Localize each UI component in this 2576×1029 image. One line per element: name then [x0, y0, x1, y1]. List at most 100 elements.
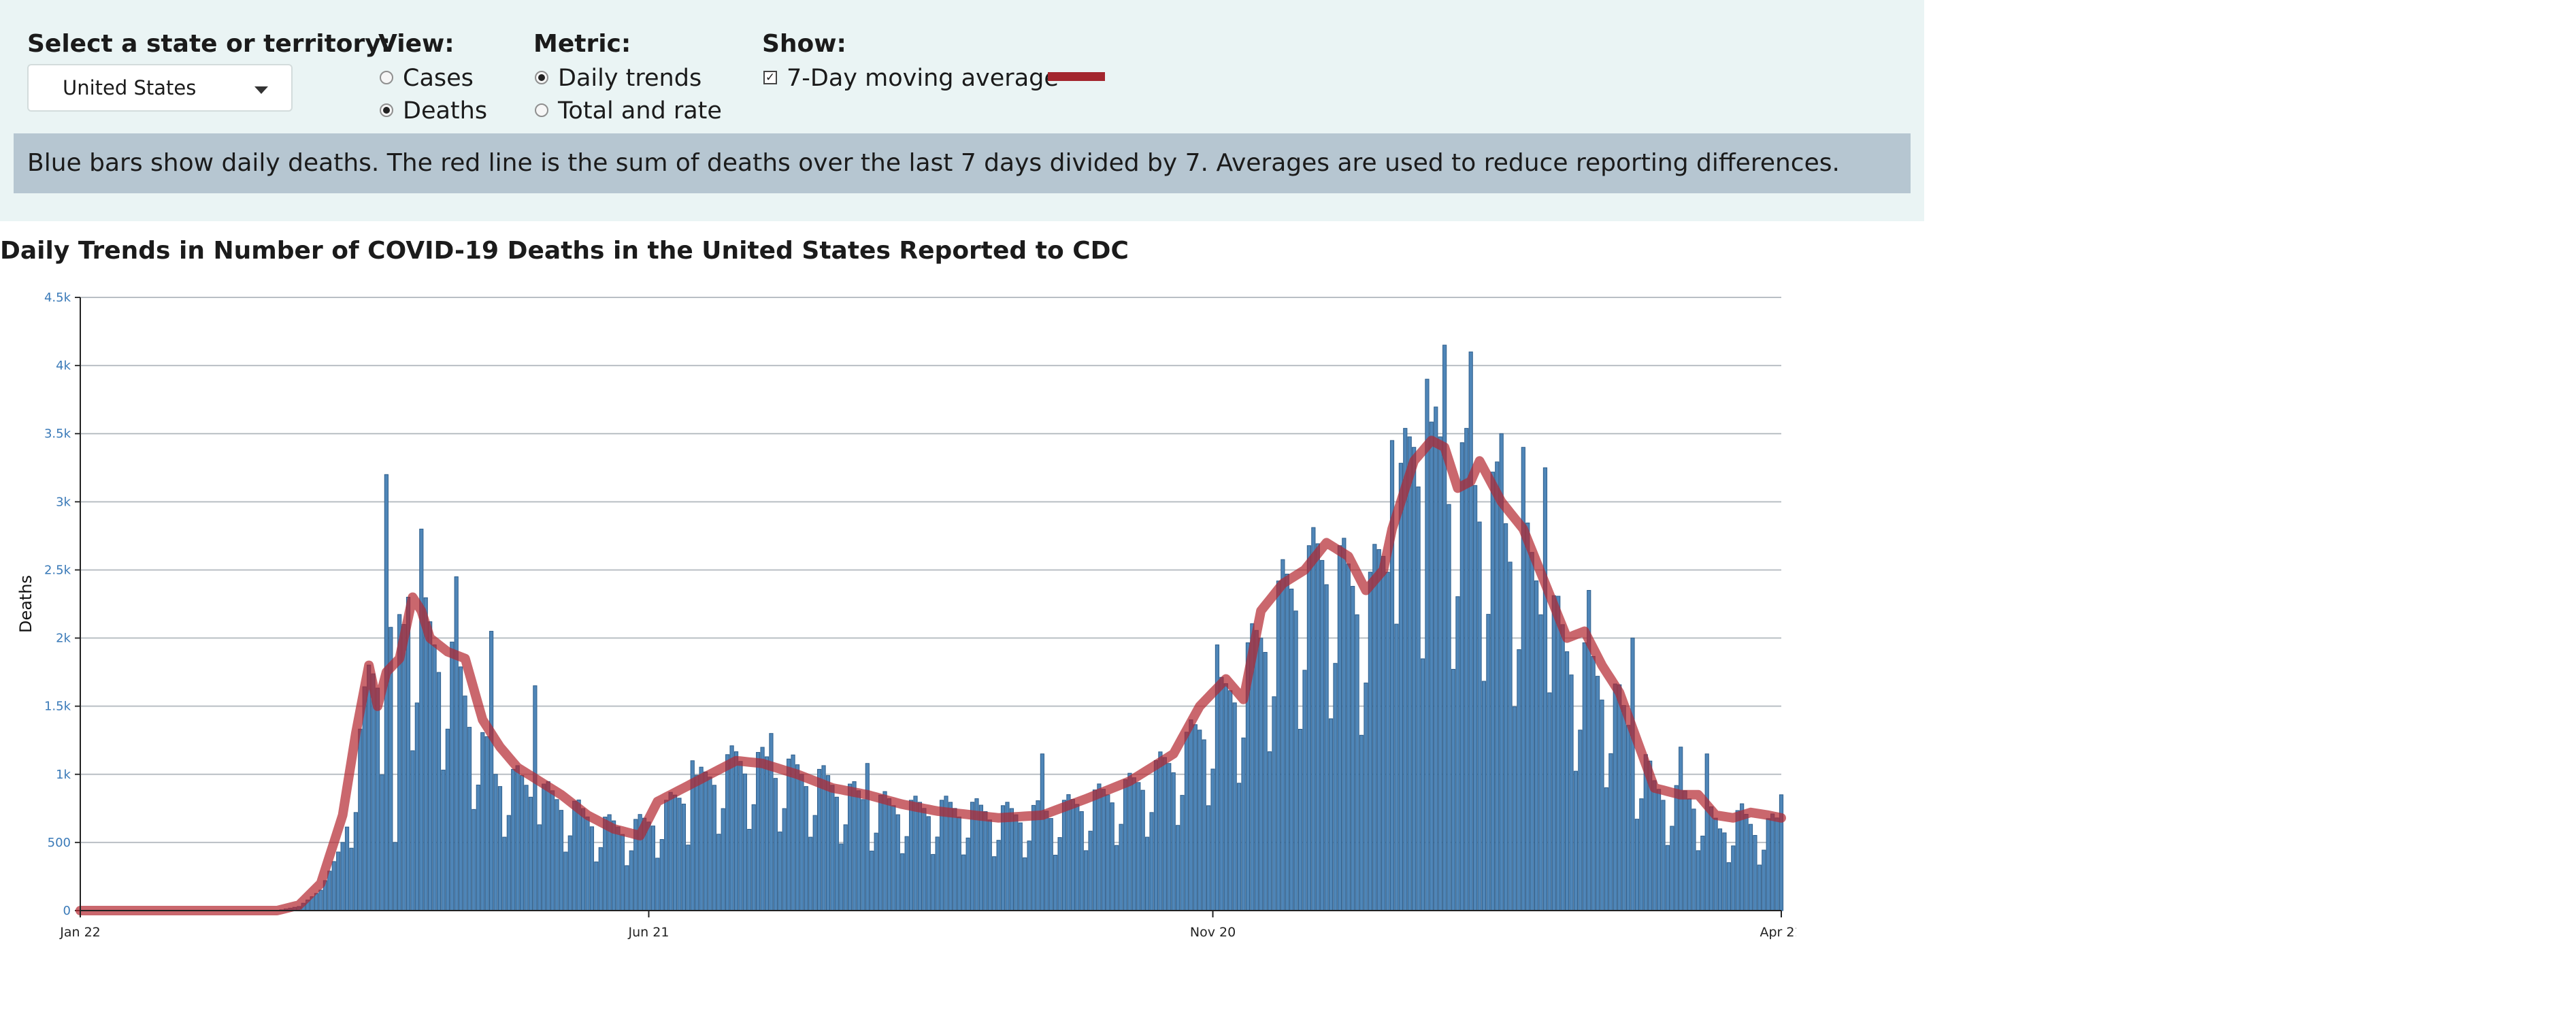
daily-deaths-bar: [1210, 768, 1215, 911]
daily-deaths-bar: [537, 824, 542, 911]
daily-deaths-bar: [1534, 580, 1539, 911]
daily-deaths-bar: [515, 765, 520, 911]
daily-deaths-bar: [1713, 817, 1718, 911]
daily-deaths-bar: [1770, 813, 1775, 911]
daily-deaths-bar: [1538, 614, 1543, 911]
daily-deaths-bar: [550, 790, 555, 911]
daily-deaths-bar: [795, 764, 800, 911]
daily-deaths-bar: [1748, 823, 1753, 911]
daily-deaths-bar: [1223, 683, 1228, 911]
x-tick-label: Jun 21: [628, 925, 670, 940]
daily-deaths-bar: [1127, 772, 1132, 911]
daily-deaths-bar: [340, 842, 345, 911]
state-select[interactable]: United States: [27, 64, 293, 112]
daily-deaths-bar: [1407, 436, 1412, 911]
daily-deaths-bar: [1394, 623, 1399, 911]
daily-deaths-bar: [887, 798, 892, 911]
daily-deaths-bar: [1140, 789, 1145, 911]
daily-deaths-bar: [1066, 794, 1071, 911]
daily-deaths-bar: [1171, 772, 1176, 911]
daily-deaths-bar: [747, 829, 752, 911]
daily-deaths-bar: [1198, 730, 1202, 911]
daily-deaths-bar: [1311, 527, 1316, 911]
y-tick-label: 0: [63, 904, 71, 918]
metric-group: Metric:: [533, 29, 631, 60]
daily-deaths-bar: [725, 754, 730, 911]
daily-deaths-bar: [1744, 814, 1749, 911]
daily-deaths-bar: [721, 808, 725, 911]
daily-deaths-bar: [729, 745, 734, 911]
daily-deaths-bar: [782, 808, 787, 911]
daily-deaths-bar: [1088, 830, 1093, 911]
daily-deaths-bar: [1687, 798, 1692, 911]
state-selector-label: Select a state or territory:: [27, 30, 391, 58]
daily-deaths-bar: [1061, 800, 1067, 911]
daily-deaths-bar: [1136, 782, 1141, 911]
daily-deaths-bar: [1709, 806, 1714, 911]
daily-deaths-bar: [1145, 836, 1150, 911]
moving-average-line: [76, 436, 1786, 915]
daily-deaths-bar: [646, 821, 651, 911]
daily-deaths-bar: [891, 805, 896, 911]
daily-deaths-bar: [1521, 446, 1525, 911]
daily-deaths-bar: [533, 685, 538, 911]
daily-deaths-bar: [939, 800, 944, 911]
daily-deaths-bar: [1542, 467, 1548, 911]
controls-panel: Select a state or territory: United Stat…: [0, 0, 1924, 221]
daily-deaths-bar: [1600, 700, 1604, 911]
daily-deaths-bar: [865, 763, 870, 911]
daily-deaths-bar: [1040, 753, 1044, 911]
daily-deaths-bar: [1700, 835, 1705, 911]
daily-deaths-bar: [1176, 825, 1180, 911]
radio-icon: [380, 71, 393, 84]
daily-deaths-bar: [542, 783, 546, 911]
daily-deaths-bar: [1530, 552, 1534, 911]
daily-deaths-bar: [563, 851, 568, 911]
daily-deaths-bar: [1455, 596, 1460, 911]
daily-deaths-bar: [1219, 676, 1224, 911]
daily-deaths-bar: [1023, 857, 1027, 911]
daily-deaths-bar: [472, 808, 476, 911]
view-group: View:: [378, 29, 455, 60]
daily-deaths-bar: [1289, 588, 1294, 911]
daily-deaths-bar: [572, 800, 577, 911]
daily-deaths-bar: [1044, 811, 1049, 911]
daily-deaths-bar: [493, 774, 498, 911]
daily-deaths-bar: [1320, 559, 1325, 911]
y-tick-label: 2k: [56, 632, 71, 646]
daily-deaths-bar: [476, 784, 480, 911]
daily-deaths-bar: [787, 758, 791, 911]
daily-deaths-bar: [1259, 638, 1264, 911]
daily-deaths-bar: [1722, 832, 1727, 911]
daily-deaths-bar: [1547, 692, 1552, 911]
daily-deaths-bar: [1495, 461, 1500, 911]
daily-deaths-bar: [716, 834, 721, 911]
y-tick-label: 500: [48, 836, 71, 850]
state-select-value: United States: [63, 76, 197, 99]
y-axis-title: Deaths: [16, 575, 35, 633]
daily-deaths-bar: [1372, 544, 1377, 911]
daily-deaths-bar: [555, 799, 559, 911]
daily-deaths-bar: [1009, 808, 1014, 911]
daily-deaths-bar: [1525, 522, 1530, 911]
daily-deaths-bar: [1613, 683, 1617, 911]
daily-deaths-bar: [1679, 747, 1683, 911]
daily-deaths-bar: [450, 641, 455, 911]
daily-deaths-bar: [751, 804, 756, 911]
daily-deaths-bar: [459, 666, 463, 911]
daily-deaths-bar: [817, 768, 822, 911]
show-group: Show:: [762, 29, 846, 60]
daily-deaths-bar: [616, 826, 621, 911]
daily-deaths-bar: [935, 836, 940, 911]
radio-selected-icon: [380, 103, 393, 117]
daily-deaths-bar: [1639, 798, 1644, 911]
daily-deaths-bar: [1556, 595, 1561, 911]
daily-deaths-bar: [629, 850, 633, 911]
daily-deaths-bar: [580, 808, 586, 911]
daily-deaths-bar: [344, 826, 350, 911]
daily-deaths-bar: [1267, 751, 1272, 911]
daily-deaths-bar: [913, 796, 918, 911]
daily-deaths-bar: [419, 528, 424, 911]
daily-deaths-bar: [839, 843, 844, 911]
daily-deaths-bar: [567, 835, 572, 911]
